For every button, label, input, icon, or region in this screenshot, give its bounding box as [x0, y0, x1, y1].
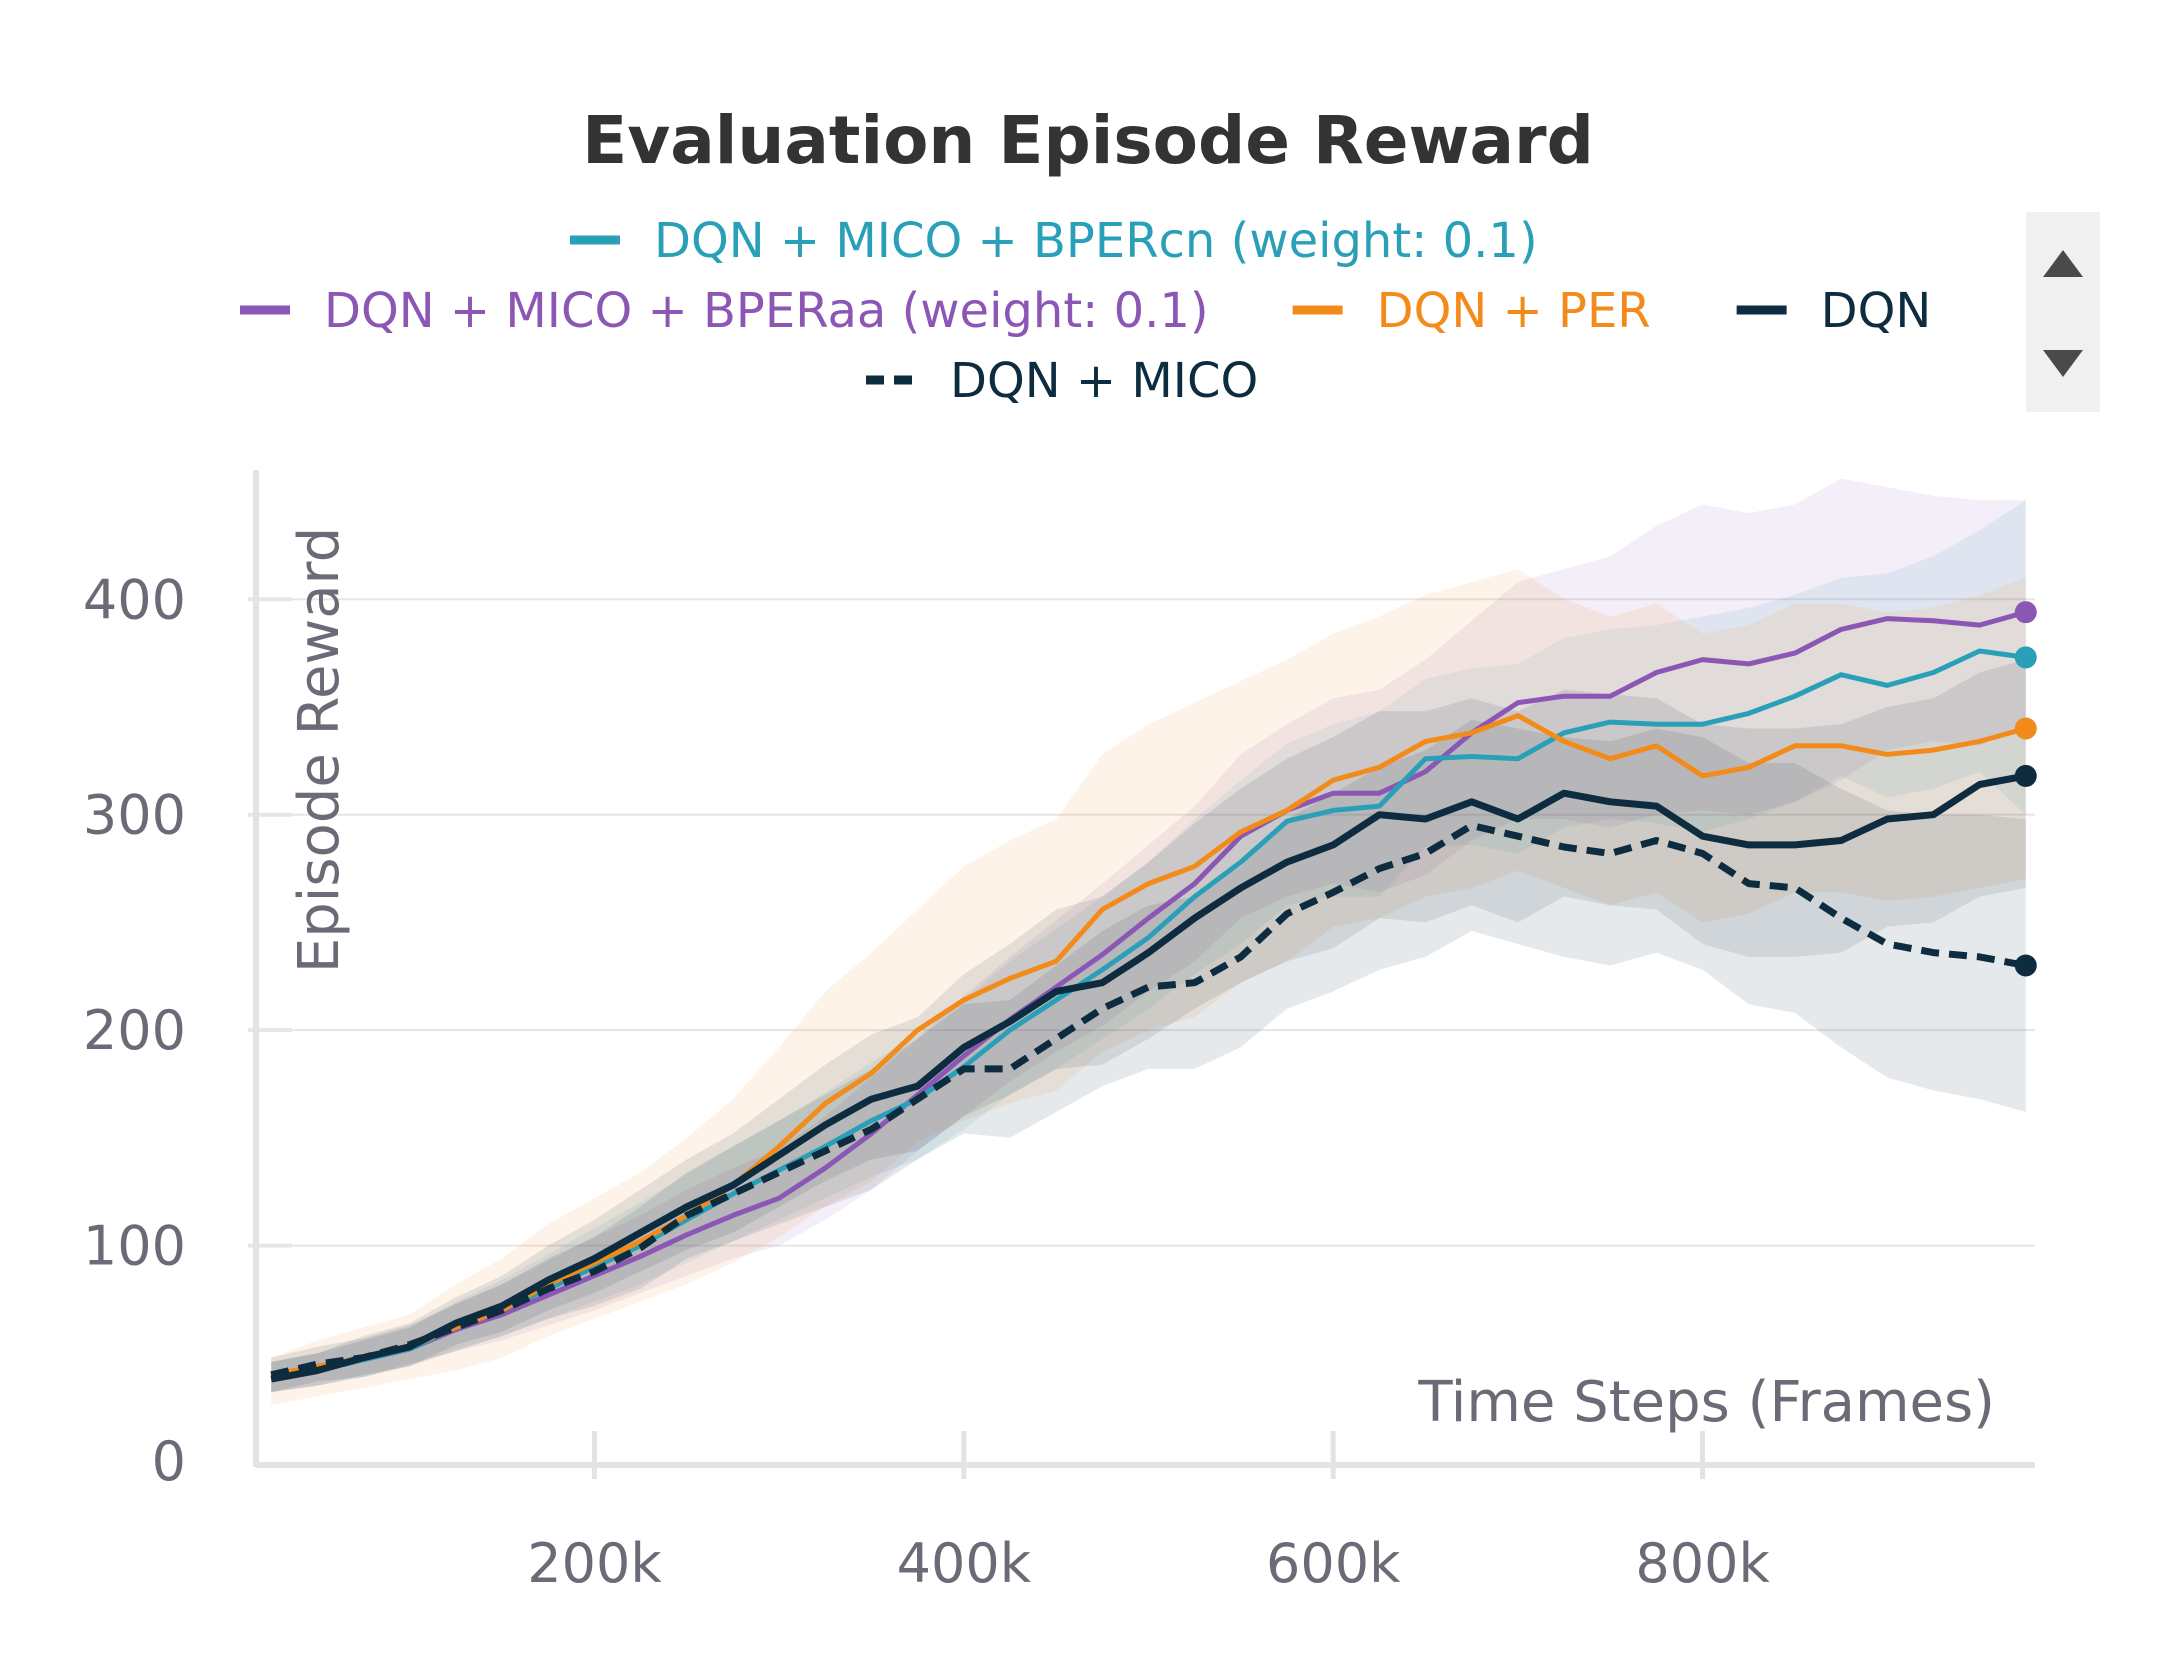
- legend-item-dqn-per[interactable]: DQN + PER: [1292, 283, 1651, 339]
- end-marker-dqn-per: [2014, 717, 2037, 740]
- line-dqn-per: [270, 713, 2027, 1378]
- legend-item-dqn-mico-dashed[interactable]: DQN + MICO: [866, 353, 1258, 409]
- end-marker-dqn-mico-bperaa-weight-0-1: [2014, 601, 2037, 624]
- y-tick-label: 300: [83, 784, 186, 847]
- legend-label: DQN + MICO + BPERcn (weight: 0.1): [654, 213, 1538, 269]
- legend-scroll-bg: [2026, 212, 2100, 412]
- y-tick-label: 200: [83, 999, 186, 1062]
- triangle-down-icon: [2043, 350, 2083, 377]
- y-tick-label: 400: [83, 568, 186, 631]
- legend-label: DQN + MICO: [950, 353, 1258, 409]
- legend: DQN + MICO + BPERcn (weight: 0.1) DQN + M…: [240, 213, 1931, 409]
- line-dqn-mico-dashed: [270, 822, 2027, 1379]
- legend-item-dqn-mico-bpercn-weight-0-1[interactable]: DQN + MICO + BPERcn (weight: 0.1): [570, 213, 1538, 269]
- axes: 0 100 200 300 400 200k 400k 600k 800k: [83, 470, 2035, 1595]
- legend-item-dqn[interactable]: DQN: [1736, 283, 1932, 339]
- y-tick-label: 100: [83, 1215, 186, 1278]
- legend-label: DQN + MICO + BPERaa (weight: 0.1): [324, 283, 1209, 339]
- line-dqn-mico-bperaa-weight-0-1: [270, 609, 2027, 1382]
- end-marker-dqn-mico-dashed: [2014, 954, 2037, 977]
- legend-scroll-down-button[interactable]: [2026, 330, 2100, 400]
- x-tick-label: 400k: [897, 1532, 1032, 1595]
- y-tick-label: 0: [152, 1430, 186, 1493]
- legend-label: DQN + PER: [1377, 283, 1651, 339]
- triangle-up-icon: [2043, 250, 2083, 277]
- x-tick-label: 800k: [1635, 1532, 1770, 1595]
- legend-item-dqn-mico-bperaa-weight-0-1[interactable]: DQN + MICO + BPERaa (weight: 0.1): [240, 283, 1209, 339]
- line-dqn: [270, 772, 2027, 1383]
- end-marker-dqn: [2014, 764, 2037, 787]
- end-marker-dqn-mico-bpercn-weight-0-1: [2014, 646, 2037, 669]
- legend-scroll-up-button[interactable]: [2026, 228, 2100, 298]
- legend-label: DQN: [1821, 283, 1932, 339]
- legend-scroll: [2026, 212, 2100, 412]
- series-lines: [270, 601, 2037, 1383]
- y-axis-label: Episode Reward: [287, 527, 352, 973]
- chart-title: Evaluation Episode Reward: [582, 102, 1594, 179]
- confidence-bands: [271, 478, 2026, 1405]
- x-tick-label: 600k: [1266, 1532, 1401, 1595]
- x-tick-label: 200k: [527, 1532, 662, 1595]
- x-axis-label: Time Steps (Frames): [1417, 1370, 1995, 1435]
- band-dqn-mico-bpercn-weight-0-1: [271, 500, 2026, 1393]
- grid: [248, 597, 2035, 1248]
